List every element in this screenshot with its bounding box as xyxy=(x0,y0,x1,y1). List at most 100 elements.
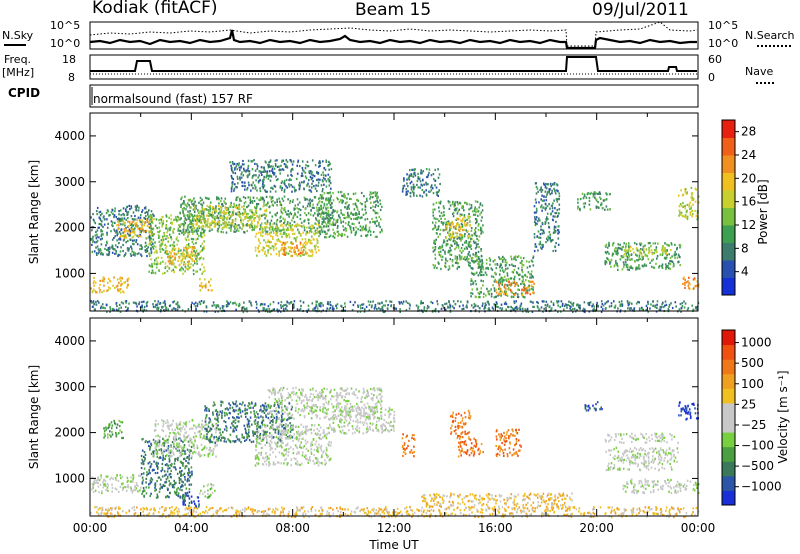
range-cell xyxy=(289,199,292,203)
range-cell xyxy=(168,262,171,265)
range-cell xyxy=(537,306,539,309)
range-cell xyxy=(515,300,517,303)
range-cell xyxy=(518,288,520,291)
range-cell xyxy=(249,196,251,199)
range-cell xyxy=(474,213,477,216)
range-cell xyxy=(519,308,522,311)
range-cell xyxy=(480,279,482,282)
range-cell xyxy=(118,213,120,216)
range-cell xyxy=(467,237,470,240)
range-cell xyxy=(590,191,593,194)
range-cell xyxy=(205,222,207,225)
range-cell xyxy=(245,216,248,219)
range-cell xyxy=(335,219,338,222)
range-cell xyxy=(194,205,196,208)
range-cell xyxy=(315,217,317,220)
range-cell xyxy=(432,211,434,214)
range-cell xyxy=(311,177,313,180)
range-cell xyxy=(337,198,339,201)
range-cell xyxy=(107,247,110,250)
range-cell xyxy=(95,291,97,294)
range-cell xyxy=(330,187,332,190)
range-cell xyxy=(408,178,411,181)
range-cell xyxy=(341,235,343,238)
range-cell xyxy=(259,179,261,182)
range-cell xyxy=(254,217,256,220)
range-cell xyxy=(593,191,596,194)
range-cell xyxy=(122,223,124,226)
nave-tick-top: 60 xyxy=(708,53,722,66)
range-cell xyxy=(476,200,479,203)
range-cell xyxy=(186,215,189,218)
range-cell xyxy=(146,300,149,304)
range-cell xyxy=(557,310,559,313)
range-cell xyxy=(365,228,368,231)
range-cell xyxy=(141,228,144,231)
range-cell xyxy=(440,247,442,250)
range-cell xyxy=(450,236,452,239)
range-cell xyxy=(329,234,332,237)
range-cell xyxy=(150,258,152,261)
range-cell xyxy=(525,289,527,293)
range-cell xyxy=(300,225,303,228)
range-cell xyxy=(140,222,142,226)
range-cell xyxy=(178,304,180,307)
range-cell xyxy=(318,235,320,238)
range-cell xyxy=(183,220,186,223)
range-cell xyxy=(552,249,554,253)
range-cell xyxy=(205,208,207,211)
range-cell xyxy=(465,241,468,244)
range-cell xyxy=(225,202,227,205)
range-cell xyxy=(244,188,246,191)
range-cell xyxy=(377,201,379,204)
range-cell xyxy=(309,242,312,245)
range-cell xyxy=(529,293,532,296)
range-cell xyxy=(445,225,447,228)
range-cell xyxy=(130,207,133,210)
range-cell xyxy=(276,234,279,237)
range-cell xyxy=(272,230,275,233)
range-cell xyxy=(244,197,247,200)
range-cell xyxy=(500,276,503,279)
range-cell xyxy=(106,304,108,307)
range-cell xyxy=(381,230,383,233)
range-cell xyxy=(307,219,310,222)
range-cell xyxy=(450,222,452,225)
range-cell xyxy=(280,209,282,212)
range-cell xyxy=(324,178,326,181)
range-cell xyxy=(250,302,252,305)
range-cell xyxy=(369,300,372,303)
range-cell xyxy=(517,255,520,258)
range-cell xyxy=(182,272,184,275)
range-cell xyxy=(253,228,255,231)
range-cell xyxy=(689,207,691,210)
range-cell xyxy=(675,253,677,256)
range-cell xyxy=(363,195,365,198)
range-cell xyxy=(321,211,323,214)
range-cell xyxy=(495,295,497,298)
range-cell xyxy=(557,190,559,193)
range-cell xyxy=(605,205,608,208)
range-cell xyxy=(115,252,117,255)
range-cell xyxy=(472,213,475,216)
range-cell xyxy=(469,244,471,247)
range-cell xyxy=(141,247,143,250)
range-cell xyxy=(556,183,558,186)
range-cell xyxy=(279,172,281,175)
range-cell xyxy=(114,210,116,213)
range-cell xyxy=(468,241,470,244)
range-cell xyxy=(436,218,439,221)
range-cell xyxy=(280,164,282,167)
range-cell xyxy=(337,214,340,217)
range-cell xyxy=(119,236,121,239)
range-cell xyxy=(610,260,612,263)
range-cell xyxy=(264,222,266,225)
range-cell xyxy=(316,307,319,310)
range-cell xyxy=(247,213,249,216)
range-cell xyxy=(316,178,318,182)
range-cell xyxy=(470,279,472,283)
range-cell xyxy=(452,211,455,214)
range-cell xyxy=(638,308,641,311)
range-cell xyxy=(200,231,202,234)
range-cell xyxy=(435,238,437,241)
